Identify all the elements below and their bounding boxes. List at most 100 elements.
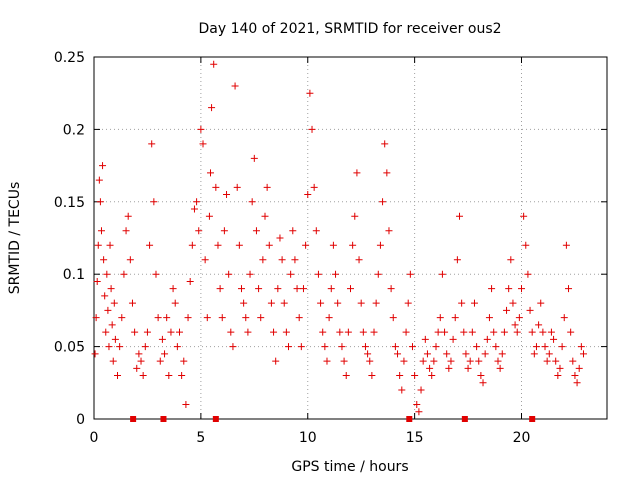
data-point [282,328,290,336]
data-point [496,364,504,372]
data-point [575,364,583,372]
data-point [124,212,132,220]
y-tick-label: 0.05 [54,340,85,356]
data-point [111,335,119,343]
data-point [240,299,248,307]
data-point [306,89,314,97]
data-point [334,299,342,307]
data-point [443,350,451,358]
data-point [415,408,423,416]
data-point [368,372,376,380]
y-axis-label: SRMTID / TECUs [7,182,23,295]
data-point [400,357,408,365]
axis-ticks: 0 0.05 0.1 0.15 0.2 0.25 0 5 10 15 20 [54,50,607,446]
data-point [552,357,560,365]
data-point [329,241,337,249]
data-point [308,125,316,133]
data-point [565,285,573,293]
data-point [255,285,263,293]
data-point [385,227,393,235]
data-point [106,241,114,249]
data-point [199,140,207,148]
data-point [93,277,101,285]
data-point [131,328,139,336]
data-point [571,372,579,380]
data-point [573,379,581,387]
data-point [545,350,553,358]
y-tick-label: 0.25 [54,50,85,66]
data-point [143,328,151,336]
x-tick-label: 5 [196,430,205,446]
data-point [387,285,395,293]
data-point [513,328,521,336]
data-point [577,343,585,351]
data-point [520,212,528,220]
data-point [321,343,329,351]
data-point [451,314,459,322]
data-point [464,364,472,372]
grid [94,57,607,419]
y-tick-label: 0 [76,412,85,428]
data-point [120,270,128,278]
data-point [389,314,397,322]
data-point [379,198,387,206]
gap-marker [461,416,468,422]
data-point [97,227,105,235]
data-point [332,270,340,278]
data-point [293,285,301,293]
data-point [291,256,299,264]
data-point [152,270,160,278]
data-point [503,306,511,314]
data-point [470,299,478,307]
data-point [421,335,429,343]
data-point [532,343,540,351]
data-point [265,241,273,249]
data-point [541,343,549,351]
data-point [225,270,233,278]
data-point [297,343,305,351]
data-point [178,372,186,380]
data-point [137,357,145,365]
data-point [550,335,558,343]
data-point [233,183,241,191]
data-point [485,314,493,322]
data-point [537,299,545,307]
data-point [357,299,365,307]
data-point [417,386,425,394]
data-point [492,343,500,351]
data-point [351,212,359,220]
data-point [184,314,192,322]
data-point [287,270,295,278]
data-point [327,285,335,293]
data-point [176,328,183,336]
data-point [235,241,243,249]
data-point [404,299,412,307]
data-point [342,372,350,380]
data-point [340,357,348,365]
data-point [158,335,166,343]
data-point [477,372,485,380]
y-tick-label: 0.1 [63,267,85,283]
data-point [562,241,570,249]
data-point [272,357,280,365]
data-point [163,314,171,322]
data-point [133,364,141,372]
data-point [419,357,427,365]
x-tick-label: 0 [90,430,99,446]
data-point [180,357,188,365]
data-point [479,379,487,387]
data-point [453,256,461,264]
data-point [108,321,116,329]
data-point [248,198,256,206]
data-point [475,357,483,365]
data-point [252,227,260,235]
data-point [423,350,431,358]
gap-marker [160,416,167,422]
y-tick-label: 0.15 [54,195,85,211]
data-point [95,176,103,184]
data-point [398,386,406,394]
data-point [428,372,436,380]
data-point [285,343,293,351]
data-point [336,328,344,336]
data-point [488,285,496,293]
